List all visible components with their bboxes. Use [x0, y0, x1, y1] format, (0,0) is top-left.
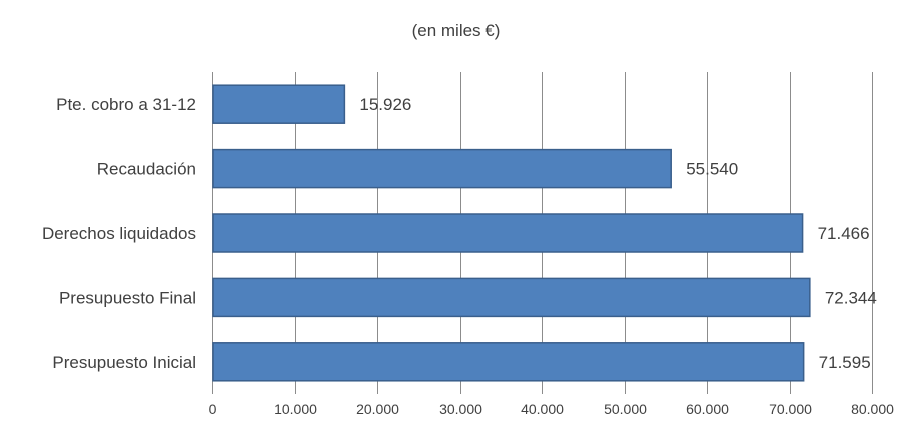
x-tick-label: 60.000	[686, 401, 729, 417]
value-label: 71.466	[818, 224, 870, 243]
bars	[212, 84, 811, 382]
value-label: 55.540	[686, 160, 738, 179]
x-tick-label: 70.000	[769, 401, 812, 417]
x-tick-label: 40.000	[521, 401, 564, 417]
category-label: Derechos liquidados	[42, 224, 196, 243]
value-labels: 15.926 55.540 71.466 72.344 71.595	[359, 95, 876, 372]
category-label: Recaudación	[97, 160, 196, 179]
category-label: Presupuesto Inicial	[52, 353, 196, 372]
x-tick-label: 50.000	[604, 401, 647, 417]
bar	[212, 84, 346, 124]
value-label: 72.344	[825, 288, 877, 307]
x-tick-label: 0	[209, 401, 217, 417]
x-tick-label: 30.000	[439, 401, 482, 417]
bar	[212, 148, 672, 189]
bar	[212, 277, 811, 318]
x-axis-ticks: 0 10.000 20.000 30.000 40.000 50.000 60.000 70.…	[209, 401, 895, 417]
value-label: 71.595	[819, 353, 871, 372]
category-label: Presupuesto Final	[59, 288, 196, 307]
chart-title: (en miles €)	[412, 21, 501, 40]
category-label: Pte. cobro a 31-12	[56, 95, 196, 114]
value-label: 15.926	[359, 95, 411, 114]
bar	[212, 342, 805, 382]
bar	[212, 213, 804, 253]
category-labels: Pte. cobro a 31-12 Recaudación Derechos li…	[42, 95, 196, 372]
x-tick-label: 80.000	[851, 401, 894, 417]
x-tick-label: 20.000	[356, 401, 399, 417]
x-tick-label: 10.000	[274, 401, 317, 417]
